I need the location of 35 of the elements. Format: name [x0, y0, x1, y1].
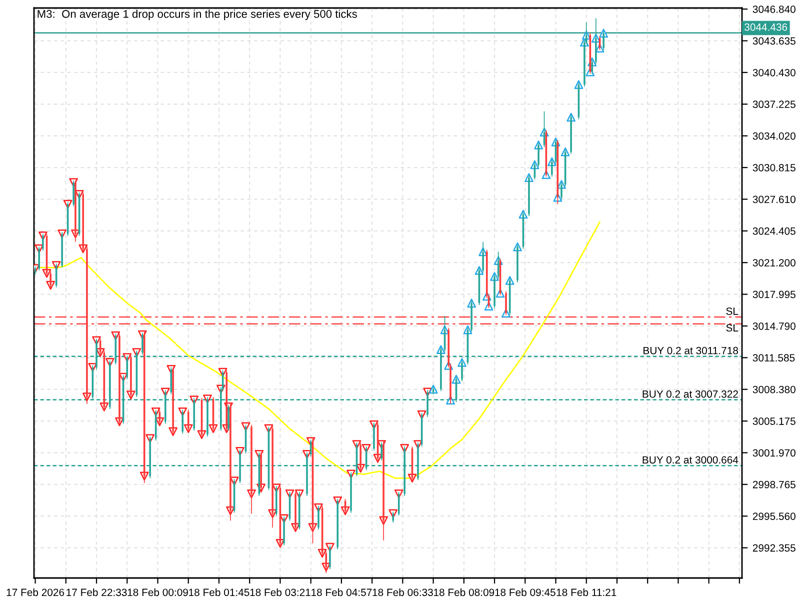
ref-line-label: BUY 0.2 at 3011.718 — [644, 346, 738, 354]
x-tick-label: 18 Feb 09:45 — [495, 588, 556, 596]
y-tick-label: 3034.020 — [752, 132, 796, 140]
y-tick-label: 3014.790 — [752, 322, 796, 330]
y-tick-label: 3040.430 — [752, 68, 796, 76]
y-tick-label: 3037.225 — [752, 100, 796, 108]
x-tick-label: 17 Feb 2026 — [6, 588, 64, 596]
ref-line-label: BUY 0.2 at 3007.322 — [642, 390, 738, 398]
y-tick-label: 3021.200 — [752, 259, 796, 266]
y-tick-label: 3043.635 — [752, 37, 796, 45]
y-tick-label: 3046.840 — [752, 6, 796, 13]
y-tick-label: 3027.610 — [752, 196, 796, 204]
x-tick-label: 18 Feb 00:09 — [128, 588, 188, 596]
x-tick-label: 18 Feb 06:33 — [372, 588, 433, 596]
y-tick-label: 3017.995 — [752, 290, 796, 298]
chart-title: M3: On average 1 drop occurs in the price series every 500 ticks — [38, 10, 357, 20]
ref-line-label: SL — [726, 324, 738, 332]
ref-line-label: SL — [726, 308, 738, 315]
y-tick-label: 3011.585 — [752, 354, 795, 362]
y-tick-label: 2998.765 — [752, 480, 796, 488]
x-tick-label: 18 Feb 03:21 — [250, 588, 310, 596]
x-tick-label: 18 Feb 01:45 — [189, 588, 250, 596]
y-tick-label: 3024.405 — [752, 227, 796, 235]
ref-line-label: BUY 0.2 at 3000.664 — [642, 456, 738, 464]
x-tick-label: 18 Feb 08:09 — [434, 588, 494, 596]
y-tick-label: 2992.355 — [752, 544, 796, 552]
ref-line-label: 3044.436 — [744, 23, 788, 31]
y-tick-label: 3008.380 — [752, 386, 796, 394]
x-tick-label: 17 Feb 22:33 — [66, 588, 127, 596]
y-tick-label: 3005.175 — [752, 418, 796, 425]
y-tick-label: 3030.815 — [752, 164, 796, 172]
x-tick-label: 18 Feb 04:57 — [312, 588, 372, 596]
y-tick-label: 2995.560 — [752, 512, 796, 520]
y-tick-label: 3001.970 — [752, 449, 796, 457]
x-tick-label: 18 Feb 11:21 — [556, 588, 616, 596]
